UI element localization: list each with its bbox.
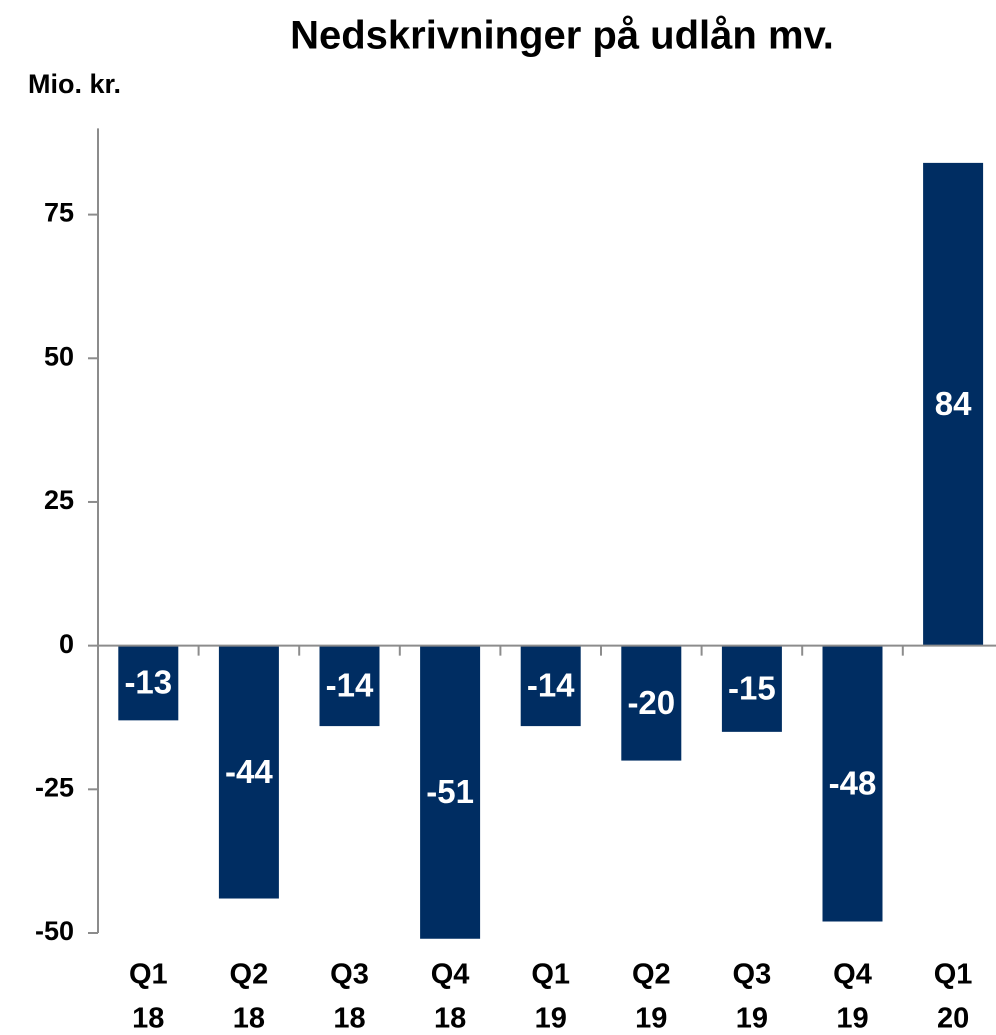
x-tick-label: 20 [937,1003,969,1035]
y-tick-label: -25 [35,772,74,802]
x-tick-label: Q1 [129,959,168,991]
bar [621,645,682,761]
x-tick-label: Q3 [330,959,369,991]
bar [923,162,984,646]
x-tick-label: Q1 [934,959,973,991]
x-tick-label: Q1 [531,959,570,991]
x-tick-label: Q4 [833,959,872,991]
bar [118,645,179,721]
bar [520,645,581,727]
x-tick-label: 18 [233,1003,265,1035]
y-tick-label: -50 [35,916,74,946]
y-axis-label: Mio. kr. [28,69,121,99]
x-tick-label: 19 [736,1003,768,1035]
value-label: -15 [728,669,776,706]
x-tick-label: Q2 [632,959,671,991]
x-tick-label: 18 [333,1003,365,1035]
y-tick-label: 50 [44,341,74,371]
x-tick-label: 18 [132,1003,164,1035]
bar [420,645,481,939]
bar [721,645,782,732]
bar [319,645,380,727]
value-label: -44 [225,753,273,790]
value-label: -14 [527,667,575,704]
value-label: -13 [124,664,172,701]
value-label: -51 [426,773,474,810]
x-tick-label: Q3 [733,959,772,991]
value-label: -20 [627,684,675,721]
y-tick-label: 75 [44,198,74,228]
x-tick-label: 19 [535,1003,567,1035]
x-tick-label: 19 [836,1003,868,1035]
x-tick-label: 19 [635,1003,667,1035]
chart-title: Nedskrivninger på udlån mv. [290,14,834,58]
y-tick-label: 25 [44,485,74,515]
x-tick-label: Q4 [431,959,470,991]
value-label: -14 [326,667,374,704]
x-tick-label: 18 [434,1003,466,1035]
value-label: 84 [935,385,972,422]
bar [822,645,883,922]
x-tick-label: Q2 [230,959,269,991]
value-label: -48 [829,764,877,801]
bar [218,645,279,899]
y-tick-label: 0 [59,629,74,659]
